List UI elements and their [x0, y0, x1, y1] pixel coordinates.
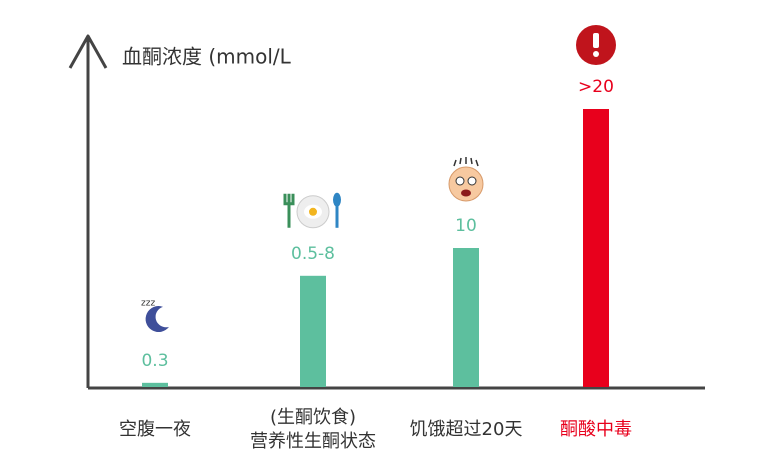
warning-icon: [576, 25, 616, 65]
value-label: 0.3: [141, 351, 168, 371]
face-icon: [448, 157, 484, 202]
svg-text:zzz: zzz: [141, 298, 155, 308]
x-tick-label: 酮酸中毒: [560, 419, 632, 440]
axes: [68, 34, 705, 390]
x-tick-label: (生酮饮食): [270, 407, 356, 428]
plate-icon: [283, 192, 341, 229]
value-label: >20: [578, 77, 614, 97]
chart-title: 血酮浓度 (mmol/L: [122, 45, 292, 69]
bar: [453, 248, 479, 387]
bar: [583, 109, 609, 387]
value-label: 0.5-8: [291, 244, 335, 264]
x-tick-label: 饥饿超过20天: [410, 419, 523, 440]
bar: [142, 382, 168, 387]
moon-icon: zzz: [141, 298, 169, 333]
x-tick-label: 空腹一夜: [119, 419, 191, 440]
value-label: 10: [455, 216, 477, 236]
bar: [300, 275, 326, 387]
x-tick-label: 营养性生酮状态: [250, 431, 376, 452]
